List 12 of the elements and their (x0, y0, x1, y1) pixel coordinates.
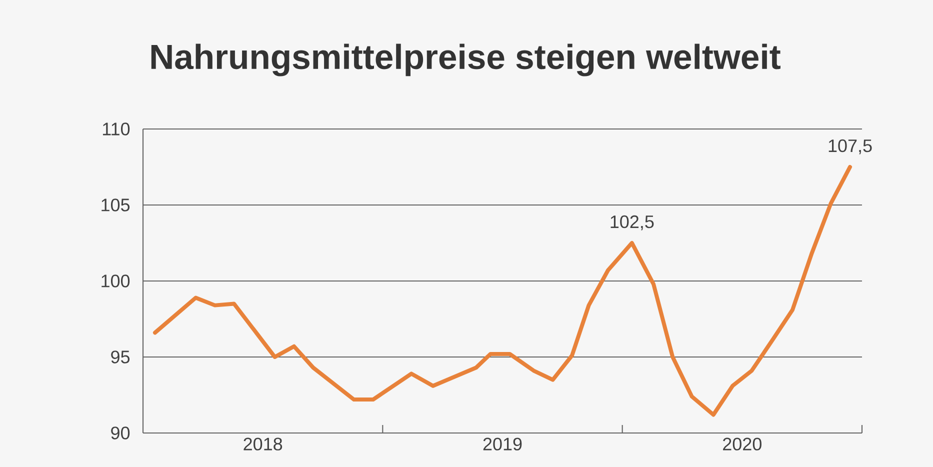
annotation: 102,5 (610, 215, 654, 230)
y-tick-label: 100 (102, 274, 130, 288)
y-tick-label: 90 (111, 426, 130, 440)
y-tick-label: 105 (102, 198, 130, 212)
y-tick-label: 110 (102, 122, 130, 136)
x-tick-label: 2019 (483, 438, 522, 450)
y-tick-label: 95 (111, 350, 130, 364)
annotation: 107,5 (828, 139, 872, 154)
chart-title: Nahrungsmittelpreise steigen weltweit (151, 44, 780, 76)
line-series (152, 164, 852, 417)
x-tick-label: 2020 (723, 438, 762, 450)
x-tick-label: 2018 (244, 438, 282, 450)
